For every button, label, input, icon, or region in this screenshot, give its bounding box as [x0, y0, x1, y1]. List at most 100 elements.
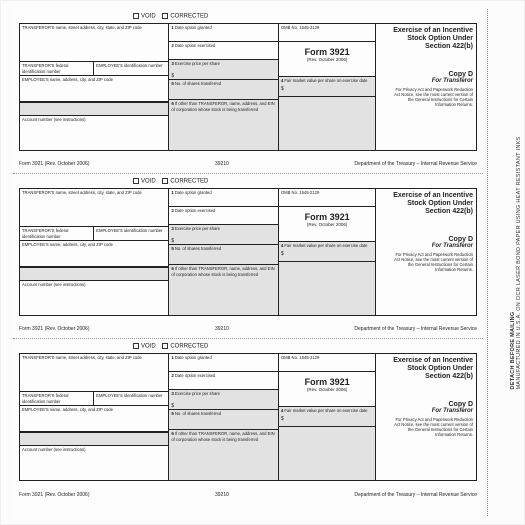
footer-mid: 39210: [215, 492, 229, 498]
emp-id-box[interactable]: EMPLOYEE'S identification number: [94, 62, 168, 75]
box6[interactable]: 6If other than TRANSFEROR, name, address…: [169, 100, 278, 150]
spacer: [20, 432, 168, 446]
for-label: For Transferor: [376, 78, 476, 86]
form-grid: TRANSFEROR'S name, street address, city,…: [19, 23, 477, 151]
employee-box[interactable]: EMPLOYEE'S name, address, city, and ZIP …: [20, 241, 168, 267]
spacer: [20, 267, 168, 281]
for-label: For Transferor: [376, 243, 476, 251]
side-vertical-text: DETACH BEFORE MAILING MANUFACTURED IN U.…: [510, 136, 522, 389]
box6[interactable]: 6If other than TRANSFEROR, name, address…: [169, 265, 278, 315]
box4[interactable]: 4Fair market value per share on exercise…: [279, 407, 376, 427]
col-boxes-right: OMB No. 1545-2129 Form 3921 (Rev. Octobe…: [279, 354, 377, 480]
box3[interactable]: 3Exercise price per share$: [169, 60, 278, 80]
copy-label: Copy D: [376, 69, 476, 78]
form-3921-copy: VOID CORRECTED TRANSFEROR'S name, street…: [13, 9, 483, 174]
transferor-box[interactable]: TRANSFEROR'S name, street address, city,…: [20, 24, 168, 62]
box6[interactable]: 6If other than TRANSFEROR, name, address…: [169, 430, 278, 480]
footer-left: Form 3921 (Rev. October 2006): [19, 161, 90, 167]
checkbox-row: VOID CORRECTED: [133, 178, 208, 185]
box2[interactable]: 2Date option exercised: [169, 42, 278, 60]
box6-ext: [279, 262, 376, 315]
id-row: TRANSFEROR'S federal identification numb…: [20, 392, 168, 406]
exercise-title: Exercise of an Incentive Stock Option Un…: [376, 24, 476, 51]
void-checkbox[interactable]: [133, 343, 139, 349]
footer-mid: 39210: [215, 326, 229, 332]
for-label: For Transferor: [376, 408, 476, 416]
col-left: TRANSFEROR'S name, street address, city,…: [20, 354, 169, 480]
footer-right: Department of the Treasury – Internal Re…: [354, 326, 477, 332]
employee-box[interactable]: EMPLOYEE'S name, address, city, and ZIP …: [20, 76, 168, 102]
corrected-checkbox[interactable]: [162, 343, 168, 349]
fed-id-box[interactable]: TRANSFEROR'S federal identification numb…: [20, 392, 94, 405]
notice-text: For Privacy Act and Paperwork Reduction …: [376, 416, 476, 439]
void-checkbox[interactable]: [133, 178, 139, 184]
copy-label: Copy D: [376, 234, 476, 243]
box5[interactable]: 5No. of shares transferred: [169, 80, 278, 100]
col-boxes-right: OMB No. 1545-2129 Form 3921 (Rev. Octobe…: [279, 24, 377, 150]
box4[interactable]: 4Fair market value per share on exercise…: [279, 242, 376, 262]
account-box[interactable]: Account number (see instructions): [20, 116, 168, 150]
checkbox-row: VOID CORRECTED: [133, 13, 208, 20]
form-title-box: Form 3921 (Rev. October 2006): [279, 42, 376, 77]
void-checkbox[interactable]: [133, 13, 139, 19]
perforation-line: [487, 9, 488, 516]
col-description: Exercise of an Incentive Stock Option Un…: [376, 24, 476, 150]
col-left: TRANSFEROR'S name, street address, city,…: [20, 189, 169, 315]
box3[interactable]: 3Exercise price per share$: [169, 390, 278, 410]
omb-box: OMB No. 1545-2129: [279, 354, 376, 372]
footer-right: Department of the Treasury – Internal Re…: [354, 492, 477, 498]
notice-text: For Privacy Act and Paperwork Reduction …: [376, 86, 476, 109]
box4[interactable]: 4Fair market value per share on exercise…: [279, 77, 376, 97]
notice-text: For Privacy Act and Paperwork Reduction …: [376, 251, 476, 274]
col-boxes-right: OMB No. 1545-2129 Form 3921 (Rev. Octobe…: [279, 189, 377, 315]
exercise-title: Exercise of an Incentive Stock Option Un…: [376, 189, 476, 216]
form-3921-copy: VOID CORRECTED TRANSFEROR'S name, street…: [13, 174, 483, 339]
account-box[interactable]: Account number (see instructions): [20, 446, 168, 480]
box2[interactable]: 2Date option exercised: [169, 372, 278, 390]
mfg-text: MANUFACTURED IN U.S.A. ON OCR LASER BOND…: [516, 136, 522, 389]
fed-id-box[interactable]: TRANSFEROR'S federal identification numb…: [20, 227, 94, 240]
spacer: [20, 102, 168, 116]
account-box[interactable]: Account number (see instructions): [20, 281, 168, 315]
emp-id-box[interactable]: EMPLOYEE'S identification number: [94, 392, 168, 405]
col-left: TRANSFEROR'S name, street address, city,…: [20, 24, 169, 150]
box5[interactable]: 5No. of shares transferred: [169, 410, 278, 430]
form-grid: TRANSFEROR'S name, street address, city,…: [19, 353, 477, 481]
footer-right: Department of the Treasury – Internal Re…: [354, 161, 477, 167]
form-footer: Form 3921 (Rev. October 2006) 39210 Depa…: [19, 492, 477, 498]
transferor-box[interactable]: TRANSFEROR'S name, street address, city,…: [20, 354, 168, 392]
col-boxes-left: 1Date option granted 2Date option exerci…: [169, 354, 279, 480]
emp-id-box[interactable]: EMPLOYEE'S identification number: [94, 227, 168, 240]
form-title-box: Form 3921 (Rev. October 2006): [279, 207, 376, 242]
box1[interactable]: 1Date option granted: [169, 354, 278, 372]
id-row: TRANSFEROR'S federal identification numb…: [20, 227, 168, 241]
form-footer: Form 3921 (Rev. October 2006) 39210 Depa…: [19, 161, 477, 167]
transferor-box[interactable]: TRANSFEROR'S name, street address, city,…: [20, 189, 168, 227]
box3[interactable]: 3Exercise price per share$: [169, 225, 278, 245]
form-title-box: Form 3921 (Rev. October 2006): [279, 372, 376, 407]
footer-left: Form 3921 (Rev. October 2006): [19, 326, 90, 332]
col-boxes-left: 1Date option granted 2Date option exerci…: [169, 189, 279, 315]
box1[interactable]: 1Date option granted: [169, 24, 278, 42]
box1[interactable]: 1Date option granted: [169, 189, 278, 207]
form-footer: Form 3921 (Rev. October 2006) 39210 Depa…: [19, 326, 477, 332]
omb-box: OMB No. 1545-2129: [279, 24, 376, 42]
omb-box: OMB No. 1545-2129: [279, 189, 376, 207]
box2[interactable]: 2Date option exercised: [169, 207, 278, 225]
footer-left: Form 3921 (Rev. October 2006): [19, 492, 90, 498]
exercise-title: Exercise of an Incentive Stock Option Un…: [376, 354, 476, 381]
copy-label: Copy D: [376, 399, 476, 408]
form-grid: TRANSFEROR'S name, street address, city,…: [19, 188, 477, 316]
footer-mid: 39210: [215, 161, 229, 167]
employee-box[interactable]: EMPLOYEE'S name, address, city, and ZIP …: [20, 406, 168, 432]
box6-ext: [279, 427, 376, 480]
box5[interactable]: 5No. of shares transferred: [169, 245, 278, 265]
col-description: Exercise of an Incentive Stock Option Un…: [376, 354, 476, 480]
id-row: TRANSFEROR'S federal identification numb…: [20, 62, 168, 76]
corrected-checkbox[interactable]: [162, 178, 168, 184]
form-3921-copy: VOID CORRECTED TRANSFEROR'S name, street…: [13, 339, 483, 504]
col-boxes-left: 1Date option granted 2Date option exerci…: [169, 24, 279, 150]
tax-form-page: VOID CORRECTED TRANSFEROR'S name, street…: [13, 9, 483, 519]
fed-id-box[interactable]: TRANSFEROR'S federal identification numb…: [20, 62, 94, 75]
corrected-checkbox[interactable]: [162, 13, 168, 19]
